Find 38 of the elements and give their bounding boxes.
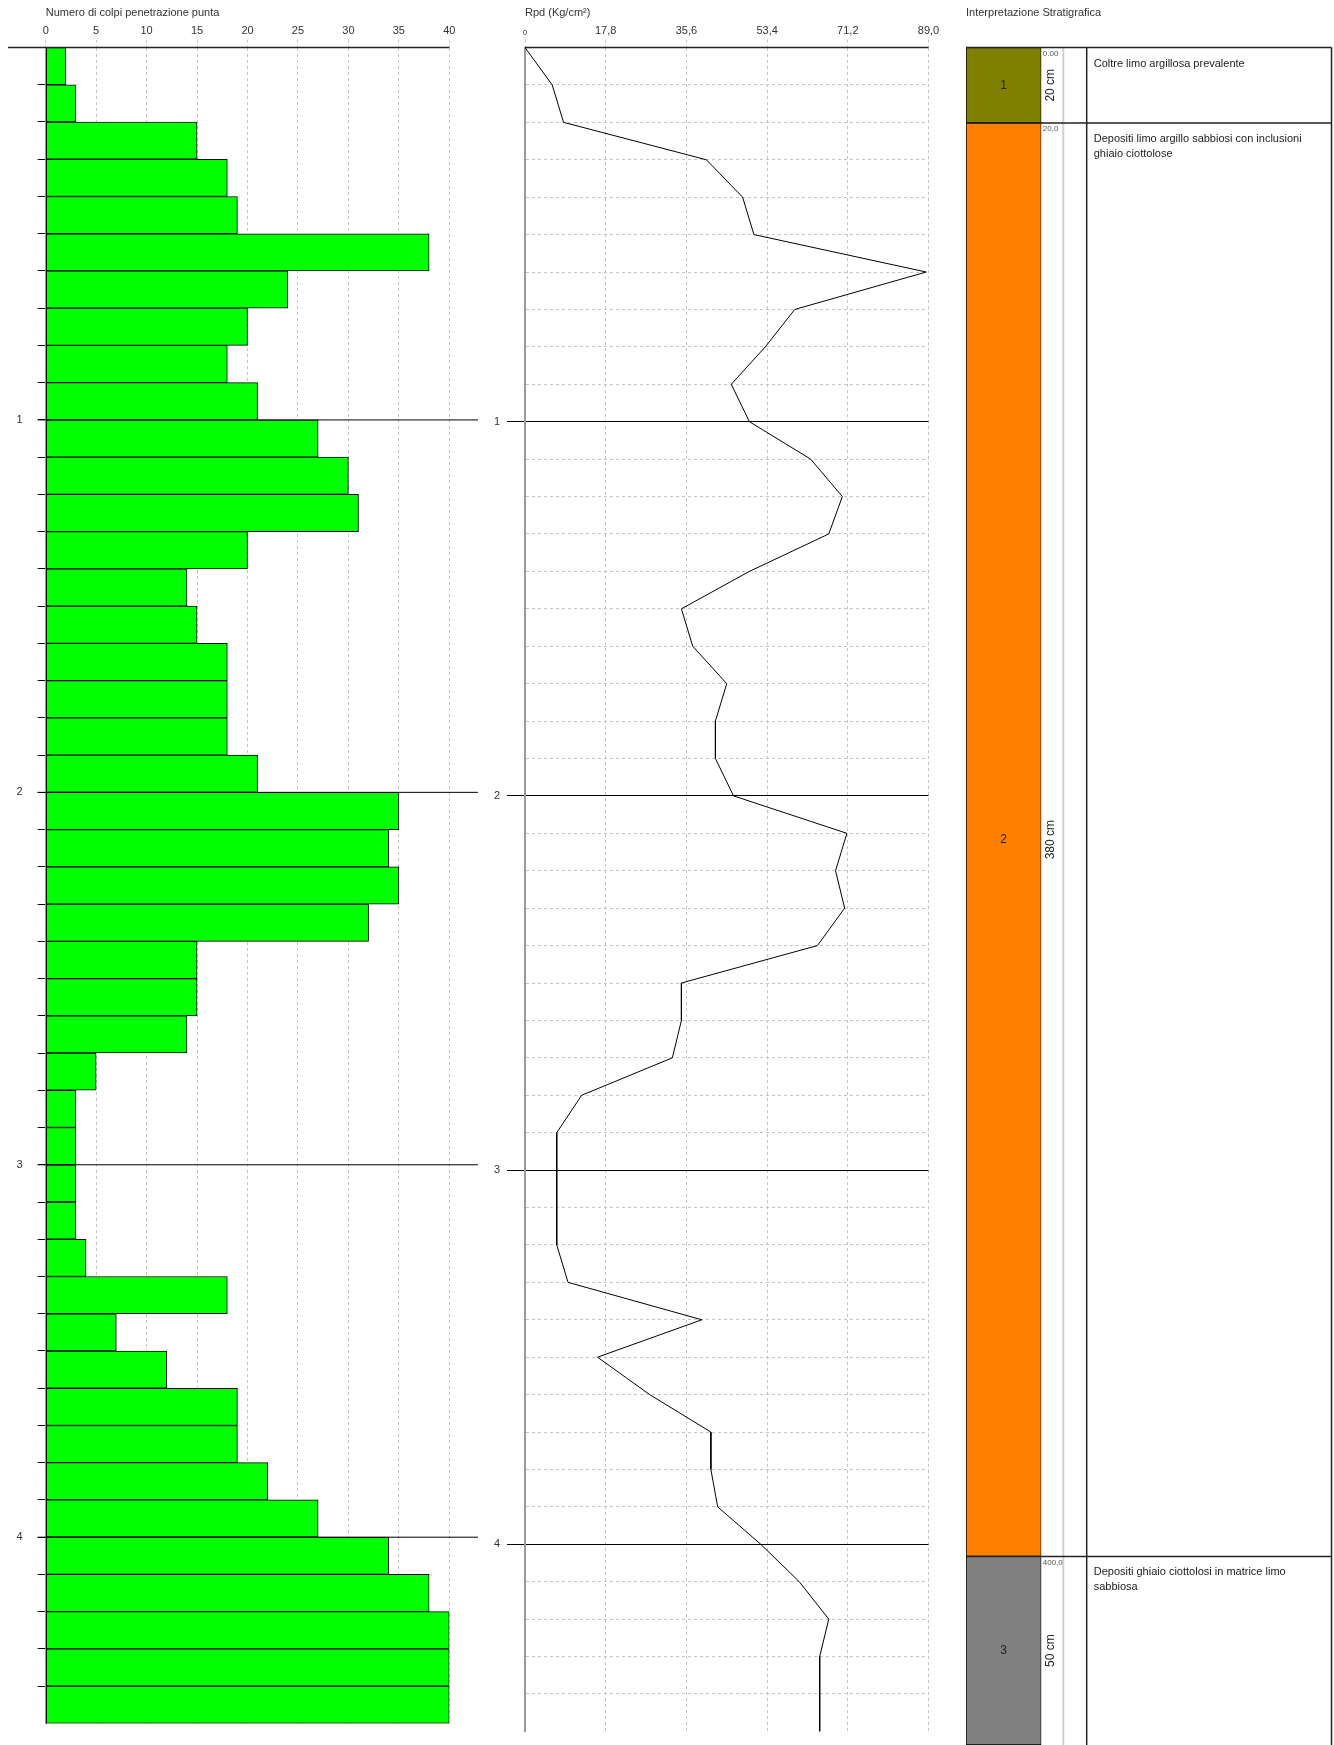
x-tick-label: 30 [342,23,355,36]
chart-title: Interpretazione Stratigrafica [966,5,1103,18]
x-tick-label: 20 [241,23,254,36]
x-tick-label: 15 [190,23,204,36]
x-tick-label: 10 [140,23,153,36]
data-label: 380 cm [1042,819,1057,860]
series-label: 2 [1000,831,1008,846]
x-tick-label: 40 [443,23,456,36]
x-tick-label: 35 [392,23,405,36]
annotation: Depositi ghiaio ciottolosi in matrice limo sabbiosa [1093,1565,1286,1593]
annotation: Depositi limo argillo sabbiosi con inclusioni ghiaio ciottolose [1093,131,1302,159]
y-tick-label: 400,0 [1042,1557,1064,1567]
x-tick-label: 0 [42,23,49,36]
x-tick-label: 25 [291,23,305,36]
y-tick-label: 20,0 [1042,124,1059,134]
y-tick-label: 1 [16,412,23,425]
x-tick-label: 53,4 [756,23,778,36]
x-tick-label: 35,6 [675,23,698,36]
series-label: 3 [1000,1643,1008,1658]
annotation: Coltre limo argillosa prevalente [1093,56,1245,69]
x-tick-label: 71,2 [837,23,859,36]
y-tick-label: 3 [493,1163,500,1176]
x-tick-label: 17,8 [594,23,617,36]
series-label: 1 [1000,77,1008,92]
x-tick-label: 5 [93,23,100,36]
y-tick-label: 4 [16,1530,23,1543]
y-tick-label: 2 [493,788,500,801]
x-tick-label: 0 [522,27,528,37]
x-tick-label: 89,0 [917,23,940,36]
chart-title: Rpd (Kg/cm²) [525,5,591,18]
y-tick-label: 0.00 [1042,48,1059,58]
data-label: 50 cm [1042,1634,1057,1668]
y-tick-label: 3 [16,1157,23,1170]
y-tick-label: 2 [16,785,23,798]
chart-title: Numero di colpi penetrazione punta [45,5,221,18]
y-tick-label: 1 [493,414,500,427]
y-tick-label: 4 [493,1537,500,1550]
data-label: 20 cm [1042,68,1057,102]
